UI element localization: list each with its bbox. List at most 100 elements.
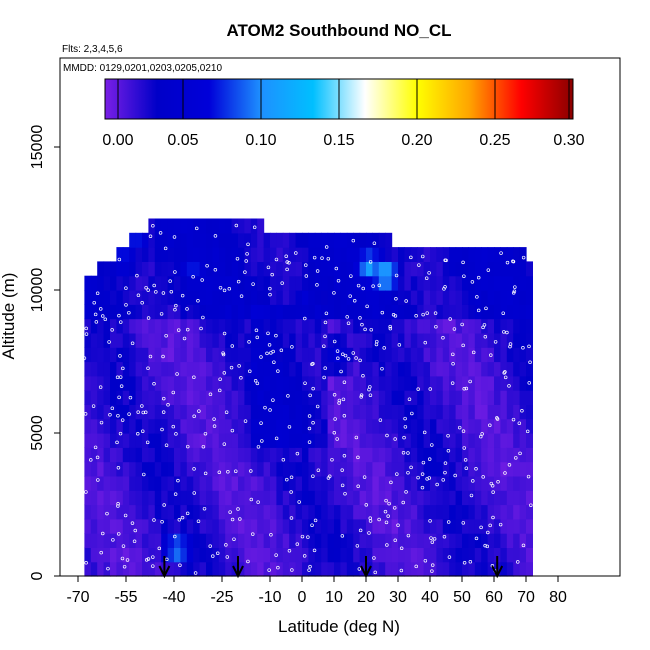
heatmap-cell	[423, 461, 431, 477]
sample-point	[307, 426, 312, 431]
heatmap-cell	[308, 390, 316, 405]
sample-point	[406, 533, 411, 538]
heatmap-cell	[193, 418, 201, 434]
sample-point	[385, 433, 389, 438]
heatmap-cell	[519, 504, 527, 520]
heatmap-cell	[257, 490, 265, 506]
heatmap-cell	[148, 261, 156, 277]
heatmap-cell	[244, 404, 252, 420]
heatmap-cell	[282, 332, 290, 348]
heatmap-cell	[302, 332, 309, 348]
sample-point	[171, 424, 176, 429]
sample-point	[327, 474, 332, 479]
sample-point	[285, 477, 289, 482]
heatmap-cell	[295, 504, 303, 520]
heatmap-cell	[84, 518, 92, 534]
heatmap-cell	[327, 375, 335, 391]
heatmap-cell	[378, 232, 386, 248]
heatmap-cell	[481, 247, 489, 262]
sample-point	[525, 429, 530, 434]
sample-point	[143, 410, 148, 415]
heatmap-cell	[238, 490, 245, 506]
sample-point	[93, 312, 98, 317]
heatmap-cell	[174, 518, 181, 534]
heatmap-cell	[468, 518, 476, 534]
heatmap-cell	[97, 332, 105, 348]
heatmap-cell	[135, 332, 143, 348]
heatmap-cell	[110, 261, 117, 277]
heatmap-cell	[519, 518, 527, 534]
heatmap-cell	[494, 447, 501, 463]
sample-point	[340, 534, 345, 538]
sample-point	[213, 268, 218, 272]
heatmap-cell	[199, 404, 207, 420]
heatmap-cell	[225, 547, 233, 563]
heatmap-cell	[334, 418, 341, 434]
sample-point	[529, 503, 533, 507]
heatmap-cell	[116, 290, 124, 305]
sample-point	[526, 474, 531, 479]
sample-point	[332, 393, 337, 397]
heatmap-cell	[129, 318, 137, 334]
sample-point	[84, 326, 88, 331]
sample-point	[306, 535, 310, 539]
heatmap-cell	[238, 533, 245, 548]
heatmap-cell	[513, 247, 521, 262]
heatmap-cell	[513, 318, 521, 334]
heatmap-cell	[206, 433, 213, 448]
sample-point	[259, 421, 263, 425]
heatmap-cell	[225, 318, 233, 334]
heatmap-cell	[506, 390, 514, 405]
sample-point	[336, 278, 341, 283]
heatmap-cell	[346, 504, 354, 520]
heatmap-cell	[430, 290, 437, 305]
heatmap-cell	[174, 304, 181, 320]
x-tick-label: 10	[325, 589, 343, 606]
heatmap-cell	[314, 261, 322, 277]
heatmap-cell	[193, 533, 201, 548]
heatmap-cell	[116, 561, 124, 577]
heatmap-cell	[314, 390, 322, 405]
heatmap-cell	[295, 561, 303, 577]
heatmap-cell	[257, 304, 265, 320]
heatmap-cell	[398, 304, 405, 320]
heatmap-cell	[423, 547, 431, 563]
sample-point	[136, 432, 140, 436]
heatmap-cell	[391, 490, 399, 506]
sample-point	[414, 564, 418, 569]
heatmap-cell	[186, 361, 194, 377]
heatmap-cell	[289, 290, 297, 305]
heatmap-cell	[231, 304, 239, 320]
heatmap-cell	[110, 418, 117, 434]
sample-point	[157, 546, 162, 551]
heatmap-cell	[417, 390, 425, 405]
sample-point	[518, 451, 522, 456]
sample-point	[460, 322, 464, 327]
heatmap-cell	[295, 390, 303, 405]
heatmap-cell	[308, 461, 316, 477]
sample-point	[239, 376, 243, 380]
heatmap-cell	[353, 475, 361, 491]
heatmap-cell	[142, 490, 149, 506]
sample-point	[441, 336, 445, 340]
heatmap-cell	[154, 390, 162, 405]
heatmap-cell	[238, 232, 245, 248]
heatmap-cell	[289, 275, 297, 291]
heatmap-cell	[90, 433, 98, 448]
heatmap-cell	[359, 332, 367, 348]
heatmap-cell	[90, 561, 98, 577]
sample-point	[83, 412, 88, 416]
sample-point	[256, 500, 260, 504]
sample-point	[255, 381, 260, 386]
heatmap-cell	[321, 561, 329, 577]
heatmap-cell	[346, 332, 354, 348]
heatmap-cell	[257, 275, 265, 291]
heatmap-cell	[289, 418, 297, 434]
heatmap-cell	[174, 275, 181, 291]
sample-point	[111, 538, 115, 542]
heatmap-cell	[494, 261, 501, 277]
sample-point	[420, 472, 425, 476]
heatmap-cell	[199, 533, 207, 548]
heatmap-cell	[327, 447, 335, 463]
heatmap-cell	[430, 504, 437, 520]
